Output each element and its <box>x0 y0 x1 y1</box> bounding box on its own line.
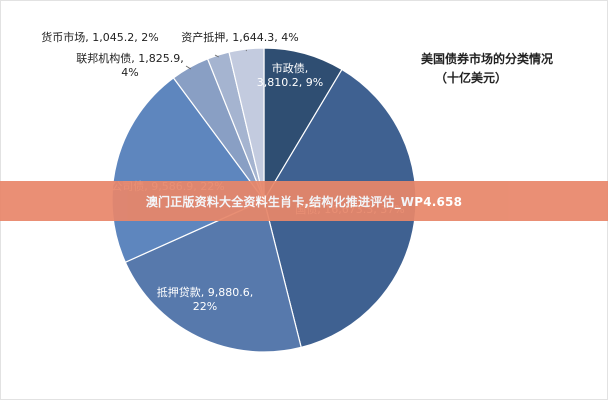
slice-label-0: 市政债, 3,810.2, 9% <box>257 61 323 89</box>
chart-subtitle: （十亿美元） <box>435 71 508 85</box>
slice-name-0: 市政债, <box>272 61 309 75</box>
chart-title: 美国债券市场的分类情况 <box>421 52 554 66</box>
slice-label-6: 资产抵押, 1,644.3, 4% <box>181 30 298 44</box>
chart-title-block: 美国债券市场的分类情况 （十亿美元） <box>421 50 581 88</box>
banner-text: 澳门正版资料大全资料生肖卡,结构化推进评估_WP4.658 <box>145 194 463 209</box>
slice-label-4: 联邦机构债, 1,825.9, 4% <box>76 51 183 79</box>
slice-value-0: 3,810.2, 9% <box>257 76 323 89</box>
overlay-banner[interactable]: 澳门正版资料大全资料生肖卡,结构化推进评估_WP4.658 <box>0 181 608 221</box>
slice-name-4: 联邦机构债, 1,825.9, <box>76 51 183 65</box>
slice-value-2: 22% <box>193 300 217 313</box>
leader-line-5 <box>214 54 219 58</box>
leader-line-6 <box>245 49 247 52</box>
slice-label-5: 货币市场, 1,045.2, 2% <box>41 30 158 44</box>
slice-value-4: 4% <box>121 66 138 79</box>
pie-slice-2 <box>124 199 302 353</box>
slice-name-2: 抵押贷款, 9,880.6, <box>157 285 253 299</box>
slice-label-2: 抵押贷款, 9,880.6, 22% <box>157 285 253 313</box>
pie-slice-6 <box>228 47 265 201</box>
leader-lines <box>185 49 247 70</box>
leader-line-4 <box>185 65 192 70</box>
